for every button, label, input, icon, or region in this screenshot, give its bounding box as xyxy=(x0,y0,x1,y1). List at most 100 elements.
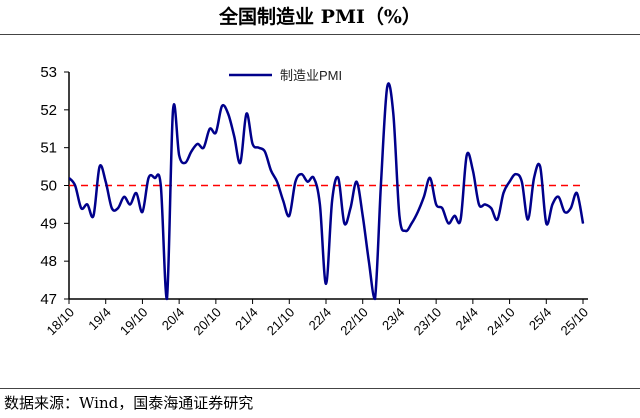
data-point xyxy=(582,222,584,224)
x-tick-label: 23/4 xyxy=(379,305,408,334)
chart-title: 全国制造业 PMI（%） xyxy=(219,6,421,28)
legend: 制造业PMI xyxy=(229,68,342,83)
data-point xyxy=(270,169,272,171)
data-point xyxy=(288,215,290,217)
data-point xyxy=(411,222,413,224)
y-tick-label: 53 xyxy=(40,64,57,81)
data-point xyxy=(362,215,364,217)
pmi-line-chart: 47 48 49 50 51 52 53 18/10 19/4 19/10 20/4 20/10 21/… xyxy=(40,64,591,338)
data-point xyxy=(355,181,358,183)
data-point xyxy=(435,203,437,206)
data-point xyxy=(417,211,419,213)
data-point xyxy=(258,147,260,149)
data-point xyxy=(564,211,566,213)
data-point xyxy=(147,177,150,179)
data-point xyxy=(221,105,223,107)
data-point xyxy=(178,154,180,156)
data-point xyxy=(141,211,144,213)
series-lines xyxy=(69,82,585,301)
data-point xyxy=(460,218,462,221)
data-point xyxy=(527,218,529,221)
data-point xyxy=(172,109,174,111)
data-point xyxy=(264,150,266,153)
data-point xyxy=(515,173,517,175)
data-point xyxy=(349,207,352,209)
data-point xyxy=(111,207,113,209)
data-point xyxy=(521,181,523,183)
data-point xyxy=(386,86,388,88)
data-point xyxy=(300,173,303,175)
data-point xyxy=(398,215,401,217)
y-tick-label: 49 xyxy=(40,215,57,232)
data-point xyxy=(184,162,186,164)
data-point xyxy=(239,162,241,164)
data-point xyxy=(392,113,394,115)
data-point xyxy=(282,200,284,202)
data-point xyxy=(69,177,70,179)
data-point xyxy=(508,181,511,183)
data-point xyxy=(154,177,156,179)
data-point xyxy=(570,207,572,209)
x-tick-label: 24/4 xyxy=(452,305,481,334)
x-tick-label: 25/10 xyxy=(558,305,592,339)
x-tick-label: 18/10 xyxy=(44,305,78,339)
data-point xyxy=(203,147,205,149)
data-point xyxy=(447,222,449,224)
x-tick-label: 20/4 xyxy=(159,305,188,334)
series-line xyxy=(69,82,585,301)
data-point xyxy=(539,165,541,168)
x-tick-label: 22/10 xyxy=(337,305,371,339)
data-point xyxy=(325,283,327,285)
data-point xyxy=(276,181,278,183)
data-point xyxy=(307,181,309,183)
x-tick-label: 19/4 xyxy=(85,305,114,334)
data-point xyxy=(319,203,321,206)
data-point xyxy=(576,192,578,194)
data-point xyxy=(160,184,162,187)
data-point xyxy=(472,169,474,171)
x-tick-label: 20/10 xyxy=(190,305,224,339)
data-point xyxy=(374,298,376,300)
data-point xyxy=(227,113,229,115)
data-point xyxy=(368,260,370,262)
data-point xyxy=(123,196,125,198)
data-point xyxy=(129,203,131,206)
data-point xyxy=(86,203,88,206)
data-point xyxy=(80,207,82,209)
data-point xyxy=(209,128,211,130)
data-point xyxy=(404,230,407,232)
data-point xyxy=(423,196,425,198)
data-point xyxy=(343,222,345,224)
data-point xyxy=(98,165,101,168)
data-source: 数据来源：Wind，国泰海通证券研究 xyxy=(4,394,254,412)
x-tick-label: 22/4 xyxy=(306,305,335,334)
footer-divider xyxy=(0,388,640,389)
x-tick-label: 21/10 xyxy=(264,305,298,339)
data-point xyxy=(429,177,431,179)
data-point xyxy=(245,113,248,115)
y-tick-label: 52 xyxy=(40,102,57,119)
data-point xyxy=(337,177,339,179)
data-point xyxy=(453,215,456,217)
y-tick-label: 47 xyxy=(40,291,57,308)
data-point xyxy=(166,298,168,300)
data-point xyxy=(466,154,468,156)
axes: 47 48 49 50 51 52 53 18/10 19/4 19/10 20/4 20/10 21/… xyxy=(40,64,591,338)
y-tick-label: 50 xyxy=(40,178,57,195)
title-divider xyxy=(0,34,640,35)
data-point xyxy=(533,177,535,179)
data-point xyxy=(251,143,254,145)
x-tick-label: 19/10 xyxy=(117,305,151,339)
y-tick-label: 48 xyxy=(40,253,57,270)
data-point xyxy=(331,200,333,202)
data-point xyxy=(496,218,498,221)
data-point xyxy=(117,207,119,209)
x-tick-label: 21/4 xyxy=(232,305,261,334)
legend-label: 制造业PMI xyxy=(280,68,342,83)
data-point xyxy=(105,181,107,183)
data-point xyxy=(233,135,235,137)
x-tick-label: 24/10 xyxy=(484,305,518,339)
data-point xyxy=(294,181,297,183)
y-tick-label: 51 xyxy=(40,140,57,157)
x-tick-label: 23/10 xyxy=(411,305,445,339)
